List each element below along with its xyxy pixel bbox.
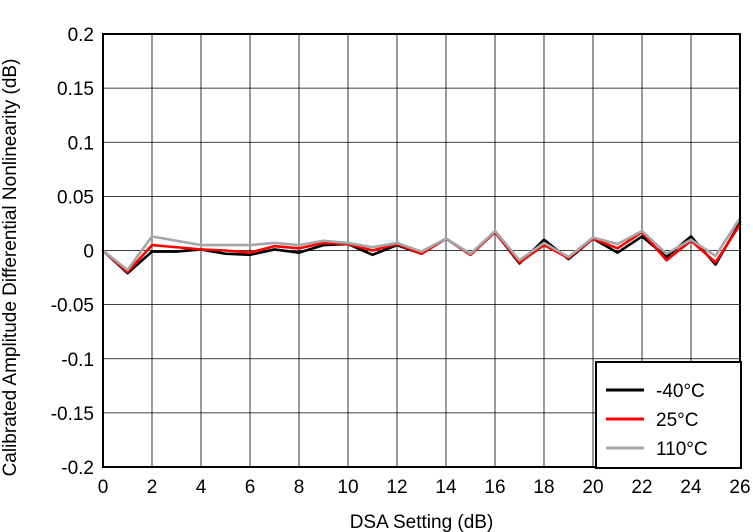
x-tick-label: 18 bbox=[533, 477, 554, 498]
series-line-0 bbox=[101, 221, 742, 275]
x-axis-tick-labels: 0 2 4 6 8 10 12 14 16 18 20 22 24 26 bbox=[98, 477, 751, 498]
x-tick-label: 2 bbox=[147, 477, 158, 498]
y-tick-label: -0.2 bbox=[61, 458, 94, 479]
y-tick-label: -0.1 bbox=[61, 350, 94, 371]
plot-area-frame bbox=[102, 33, 741, 468]
x-tick-label: 26 bbox=[729, 477, 750, 498]
y-tick-label: 0.15 bbox=[57, 79, 94, 100]
y-tick-label: 0.05 bbox=[57, 187, 94, 208]
x-tick-label: 8 bbox=[294, 477, 305, 498]
x-tick-label: 4 bbox=[196, 477, 207, 498]
y-axis-tick-labels: 0.2 0.15 0.1 0.05 0 -0.05 -0.1 -0.15 -0.2 bbox=[51, 25, 94, 479]
y-tick-label: -0.15 bbox=[51, 404, 94, 425]
legend-label: 25°C bbox=[656, 410, 698, 431]
x-tick-label: 0 bbox=[98, 477, 109, 498]
legend-label: 110°C bbox=[656, 439, 708, 460]
y-tick-label: -0.05 bbox=[51, 296, 94, 317]
legend: -40°C 25°C 110°C bbox=[595, 361, 742, 469]
x-tick-label: 6 bbox=[245, 477, 256, 498]
x-tick-label: 14 bbox=[435, 477, 457, 498]
legend-label: -40°C bbox=[656, 381, 705, 402]
x-tick-label: 24 bbox=[680, 477, 702, 498]
y-tick-label: 0.2 bbox=[68, 25, 94, 46]
x-tick-label: 12 bbox=[386, 477, 407, 498]
series-lines bbox=[101, 216, 742, 275]
y-tick-label: 0.1 bbox=[68, 133, 94, 154]
y-tick-label: 0 bbox=[83, 242, 94, 263]
x-tick-label: 16 bbox=[484, 477, 505, 498]
x-tick-label: 10 bbox=[337, 477, 358, 498]
series-line-1 bbox=[101, 223, 742, 274]
x-axis-title: DSA Setting (dB) bbox=[350, 512, 494, 532]
series-line-2 bbox=[101, 216, 742, 272]
y-axis-title: Calibrated Amplitude Differential Nonlin… bbox=[0, 59, 21, 477]
x-tick-label: 20 bbox=[582, 477, 603, 498]
x-tick-label: 22 bbox=[631, 477, 652, 498]
legend-box bbox=[595, 361, 742, 469]
